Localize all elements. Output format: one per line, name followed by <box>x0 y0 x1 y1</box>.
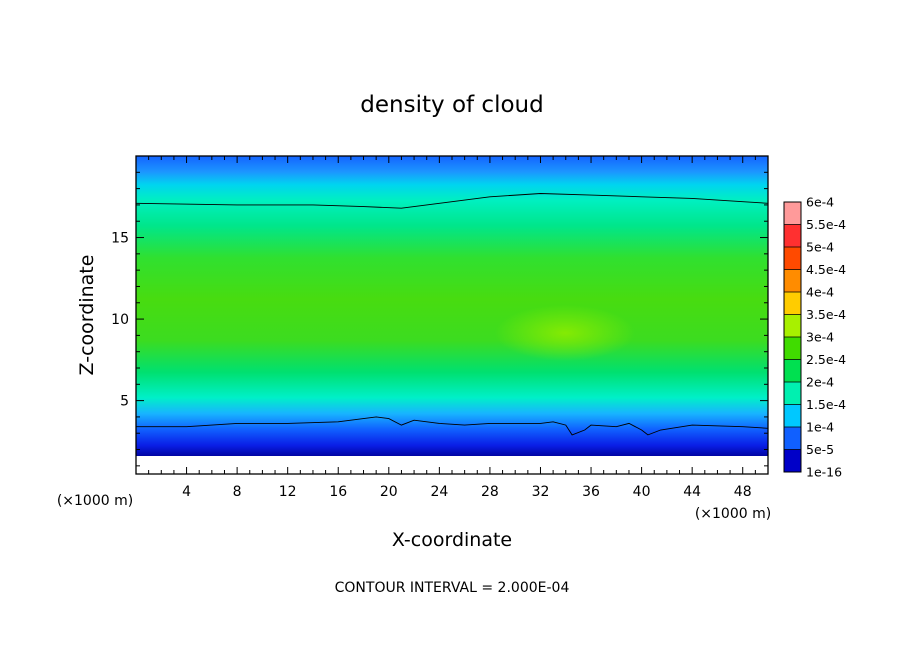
x-tick-label: 20 <box>380 484 398 500</box>
density-maximum-region <box>495 305 635 361</box>
x-tick-label: 24 <box>430 484 448 500</box>
colorbar-label: 1e-16 <box>806 465 842 480</box>
x-tick-label: 4 <box>182 484 191 500</box>
x-tick-label: 8 <box>233 484 242 500</box>
x-tick-label: 44 <box>683 484 701 500</box>
colorbar-label: 2.5e-4 <box>806 352 846 367</box>
colorbar-segment <box>784 247 801 270</box>
colorbar-label: 2e-4 <box>806 375 834 390</box>
contour-interval-note: CONTOUR INTERVAL = 2.000E-04 <box>335 580 570 596</box>
x-tick-label: 32 <box>532 484 550 500</box>
colorbar-label: 6e-4 <box>806 195 834 210</box>
x-ticks: 4 8 12 16 20 24 28 32 36 40 44 48 <box>148 156 756 500</box>
colorbar: 6e-4 5.5e-4 5e-4 4.5e-4 4e-4 3.5e-4 3e-4 2.5e-4… <box>783 195 846 480</box>
chart-title: density of cloud <box>360 92 543 118</box>
colorbar-label: 1e-4 <box>806 420 834 435</box>
colorbar-label: 1.5e-4 <box>806 397 846 412</box>
colorbar-segment <box>784 292 801 315</box>
colorbar-segment <box>784 359 801 383</box>
colorbar-segment <box>784 202 801 225</box>
colorbar-label: 3e-4 <box>806 330 834 345</box>
x-tick-label: 16 <box>329 484 347 500</box>
y-tick-label: 5 <box>120 394 129 410</box>
colorbar-segment <box>784 269 801 293</box>
contour-lines <box>135 193 769 436</box>
colorbar-label: 4.5e-4 <box>806 262 846 277</box>
x-tick-label: 40 <box>633 484 651 500</box>
y-tick-label: 15 <box>111 231 129 247</box>
colorbar-segment <box>784 382 801 405</box>
colorbar-segment <box>784 427 801 450</box>
terrain-mask <box>136 456 768 474</box>
x-unit-label: (×1000 m) <box>695 506 771 522</box>
field-gradient <box>136 156 768 474</box>
contour-line <box>136 416 769 436</box>
colorbar-label: 5e-5 <box>806 442 834 457</box>
colorbar-label: 3.5e-4 <box>806 307 846 322</box>
colorbar-segment <box>784 337 801 360</box>
colorbar-segment <box>784 314 801 338</box>
contour-line <box>135 193 769 209</box>
colorbar-segment <box>784 449 801 473</box>
y-unit-label: (×1000 m) <box>57 493 133 509</box>
colorbar-label: 5e-4 <box>806 240 834 255</box>
y-tick-label: 10 <box>111 312 129 328</box>
x-tick-label: 28 <box>481 484 499 500</box>
x-tick-label: 12 <box>279 484 297 500</box>
y-axis-label: Z-coordinate <box>76 255 98 376</box>
heatmap-field <box>136 156 768 474</box>
colorbar-label: 5.5e-4 <box>806 217 846 232</box>
y-ticks: 5 10 15 <box>111 171 768 467</box>
x-axis-label: X-coordinate <box>392 529 512 551</box>
colorbar-segment <box>784 404 801 428</box>
colorbar-segment <box>784 224 801 248</box>
x-tick-label: 36 <box>582 484 600 500</box>
x-tick-label: 48 <box>734 484 752 500</box>
colorbar-label: 4e-4 <box>806 285 834 300</box>
